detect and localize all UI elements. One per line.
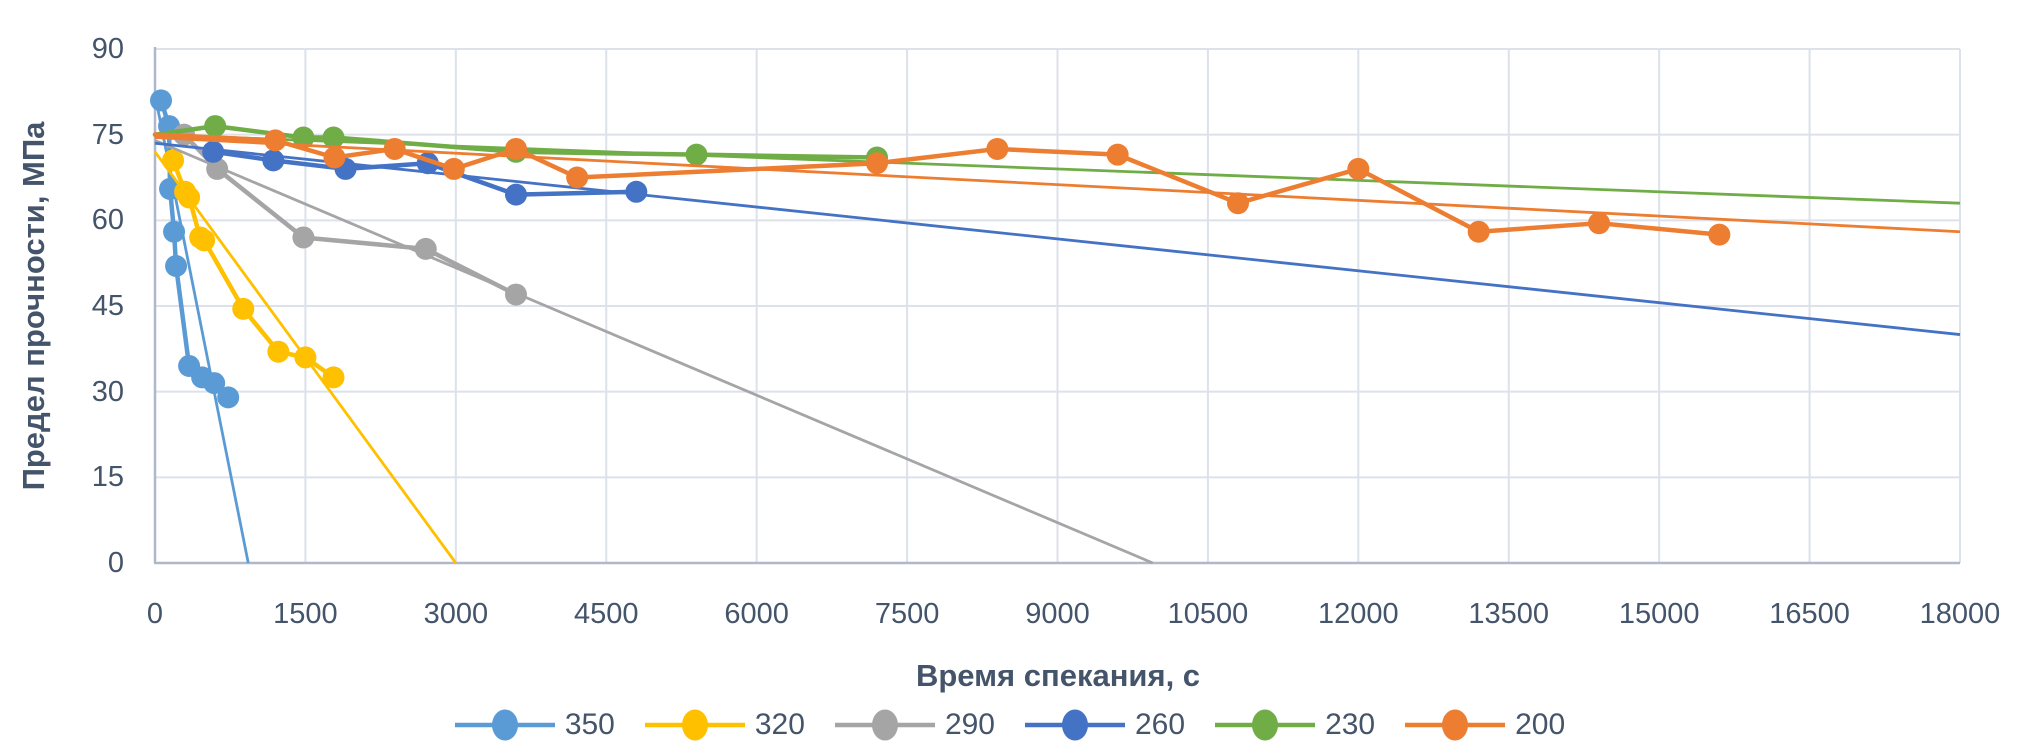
legend-marker-icon — [454, 709, 555, 741]
series-200-trendline — [154, 136, 1961, 234]
series-200-marker — [566, 166, 589, 189]
series-320-marker — [178, 186, 201, 209]
series-200-marker — [383, 137, 406, 160]
x-tick-label: 0 — [146, 598, 164, 630]
legend-item-200: 200 — [1405, 708, 1565, 742]
legend-label: 260 — [1135, 708, 1186, 741]
series-200-marker — [442, 157, 465, 180]
series-230-marker — [204, 115, 227, 138]
y-tick-label: 60 — [91, 204, 124, 237]
legend-marker-icon — [1025, 709, 1125, 741]
x-tick-label: 16500 — [1769, 598, 1850, 630]
series-350-marker — [163, 220, 186, 243]
x-tick-label: 15000 — [1618, 598, 1700, 630]
series-200-marker — [1467, 220, 1490, 243]
series-230-marker — [685, 143, 708, 166]
series-320-marker — [193, 229, 216, 252]
series-260-marker — [202, 140, 225, 163]
x-tick-label: 1500 — [273, 598, 338, 630]
legend: 350 320 290 260 230 200 — [0, 708, 2020, 742]
x-tick-label: 18000 — [1919, 598, 2001, 630]
y-tick-label: 15 — [91, 461, 124, 494]
legend-item-320: 320 — [644, 708, 805, 742]
legend-marker-icon — [644, 709, 745, 741]
legend-item-290: 290 — [834, 708, 995, 742]
series-290-trendline — [154, 139, 1154, 565]
legend-label: 350 — [564, 708, 615, 741]
legend-label: 320 — [754, 708, 805, 741]
series-200-marker — [986, 137, 1009, 160]
x-tick-label: 3000 — [423, 598, 489, 630]
x-tick-label: 9000 — [1025, 598, 1090, 630]
x-tick-label: 6000 — [724, 598, 789, 630]
legend-marker-icon — [1215, 709, 1316, 741]
y-tick-label: 45 — [91, 290, 124, 322]
x-tick-label: 13500 — [1468, 598, 1550, 630]
y-tick-label: 90 — [91, 33, 124, 65]
series-350-marker — [165, 255, 188, 278]
x-tick-label: 12000 — [1318, 598, 1399, 630]
series-230-marker — [322, 126, 345, 149]
series-260-marker — [262, 149, 285, 172]
series-350-marker — [217, 386, 240, 409]
series-290-marker — [414, 237, 437, 260]
legend-marker-icon — [1405, 709, 1506, 741]
y-tick-label: 0 — [107, 547, 124, 579]
series-350-marker — [203, 372, 226, 395]
legend-label: 290 — [944, 708, 995, 741]
series-320-marker — [294, 346, 317, 369]
legend-label: 200 — [1515, 708, 1566, 741]
series-230-marker — [292, 126, 315, 149]
series-200-marker — [1347, 157, 1370, 180]
y-tick-label: 30 — [91, 375, 124, 408]
y-tick-label: 75 — [91, 118, 124, 151]
series-200-marker — [505, 137, 527, 160]
series-260-marker — [505, 183, 527, 206]
series-200-marker — [1227, 192, 1249, 215]
series-200-marker — [323, 146, 346, 169]
series-290-line — [181, 132, 519, 297]
series-290-marker — [206, 157, 229, 180]
legend-item-260: 260 — [1025, 708, 1185, 742]
series-260-marker — [625, 180, 648, 203]
series-320-marker — [162, 149, 185, 172]
series-200-marker — [264, 129, 287, 152]
series-320-marker — [322, 366, 345, 389]
series-320-marker — [267, 340, 290, 363]
x-tick-label: 10500 — [1167, 598, 1249, 630]
series-200-marker — [1588, 212, 1610, 235]
legend-item-230: 230 — [1215, 708, 1375, 742]
legend-item-350: 350 — [454, 708, 615, 742]
x-axis-title: Время спекания, с — [915, 658, 1201, 693]
series-200-marker — [1106, 143, 1129, 166]
series-290-marker — [505, 283, 527, 306]
legend-marker-icon — [834, 709, 935, 741]
series-320-marker — [232, 297, 255, 320]
series-290-marker — [292, 226, 315, 249]
legend-label: 230 — [1325, 708, 1376, 741]
series-200-marker — [866, 152, 888, 175]
series-200-marker — [1708, 223, 1731, 246]
series-350-marker — [150, 89, 173, 112]
x-tick-label: 4500 — [573, 598, 639, 630]
x-tick-label: 7500 — [874, 598, 940, 630]
